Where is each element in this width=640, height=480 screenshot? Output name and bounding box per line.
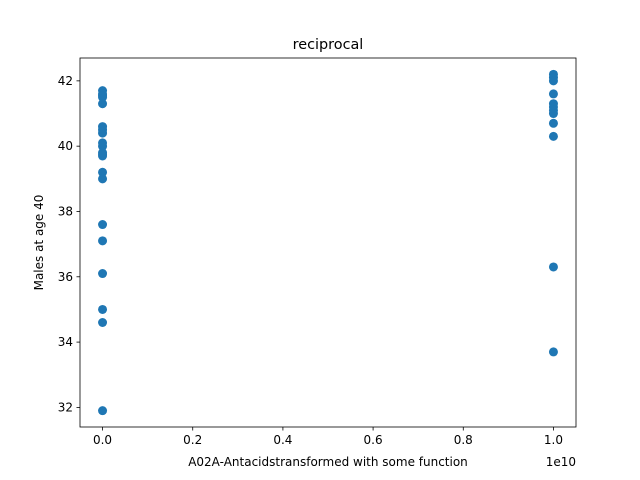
y-tick-label: 36	[58, 270, 73, 284]
y-axis-label: Males at age 40	[32, 195, 46, 291]
y-tick-label: 38	[58, 204, 73, 218]
y-tick-label: 32	[58, 400, 73, 414]
data-point	[548, 89, 558, 99]
plot-area	[80, 58, 576, 427]
x-axis-offset-label: 1e10	[546, 455, 576, 469]
x-tick-label: 0.2	[183, 433, 202, 447]
data-point	[98, 99, 108, 109]
data-point	[98, 125, 108, 135]
x-tick-label: 1.0	[544, 433, 563, 447]
data-point	[548, 131, 558, 141]
x-axis-ticks: 0.0 0.2 0.4 0.6 0.8 1.0	[93, 427, 563, 447]
chart-title: reciprocal	[293, 37, 364, 53]
data-point	[98, 91, 108, 101]
data-point	[98, 304, 108, 314]
data-point	[548, 109, 558, 119]
data-point	[98, 406, 108, 416]
y-tick-label: 40	[58, 139, 73, 153]
data-point	[548, 76, 558, 86]
plot-frame	[79, 57, 577, 428]
y-tick-label: 42	[58, 74, 73, 88]
data-points	[98, 69, 558, 416]
y-axis-ticks: 32 34 36 38 40 42	[58, 74, 80, 414]
x-axis-label: A02A-Antacidstransformed with some funct…	[188, 455, 468, 469]
data-point	[98, 167, 108, 177]
data-point	[98, 318, 108, 328]
data-point	[98, 174, 108, 184]
x-tick-label: 0.6	[364, 433, 383, 447]
data-point	[98, 236, 108, 246]
x-tick-label: 0.8	[454, 433, 473, 447]
data-point	[548, 347, 558, 357]
y-tick-label: 34	[58, 335, 73, 349]
x-tick-label: 0.4	[273, 433, 292, 447]
x-tick-label: 0.0	[93, 433, 112, 447]
data-point	[98, 220, 108, 230]
data-point	[98, 149, 108, 159]
data-point	[548, 118, 558, 128]
data-point	[548, 262, 558, 272]
data-point	[98, 141, 108, 151]
data-point	[98, 269, 108, 279]
